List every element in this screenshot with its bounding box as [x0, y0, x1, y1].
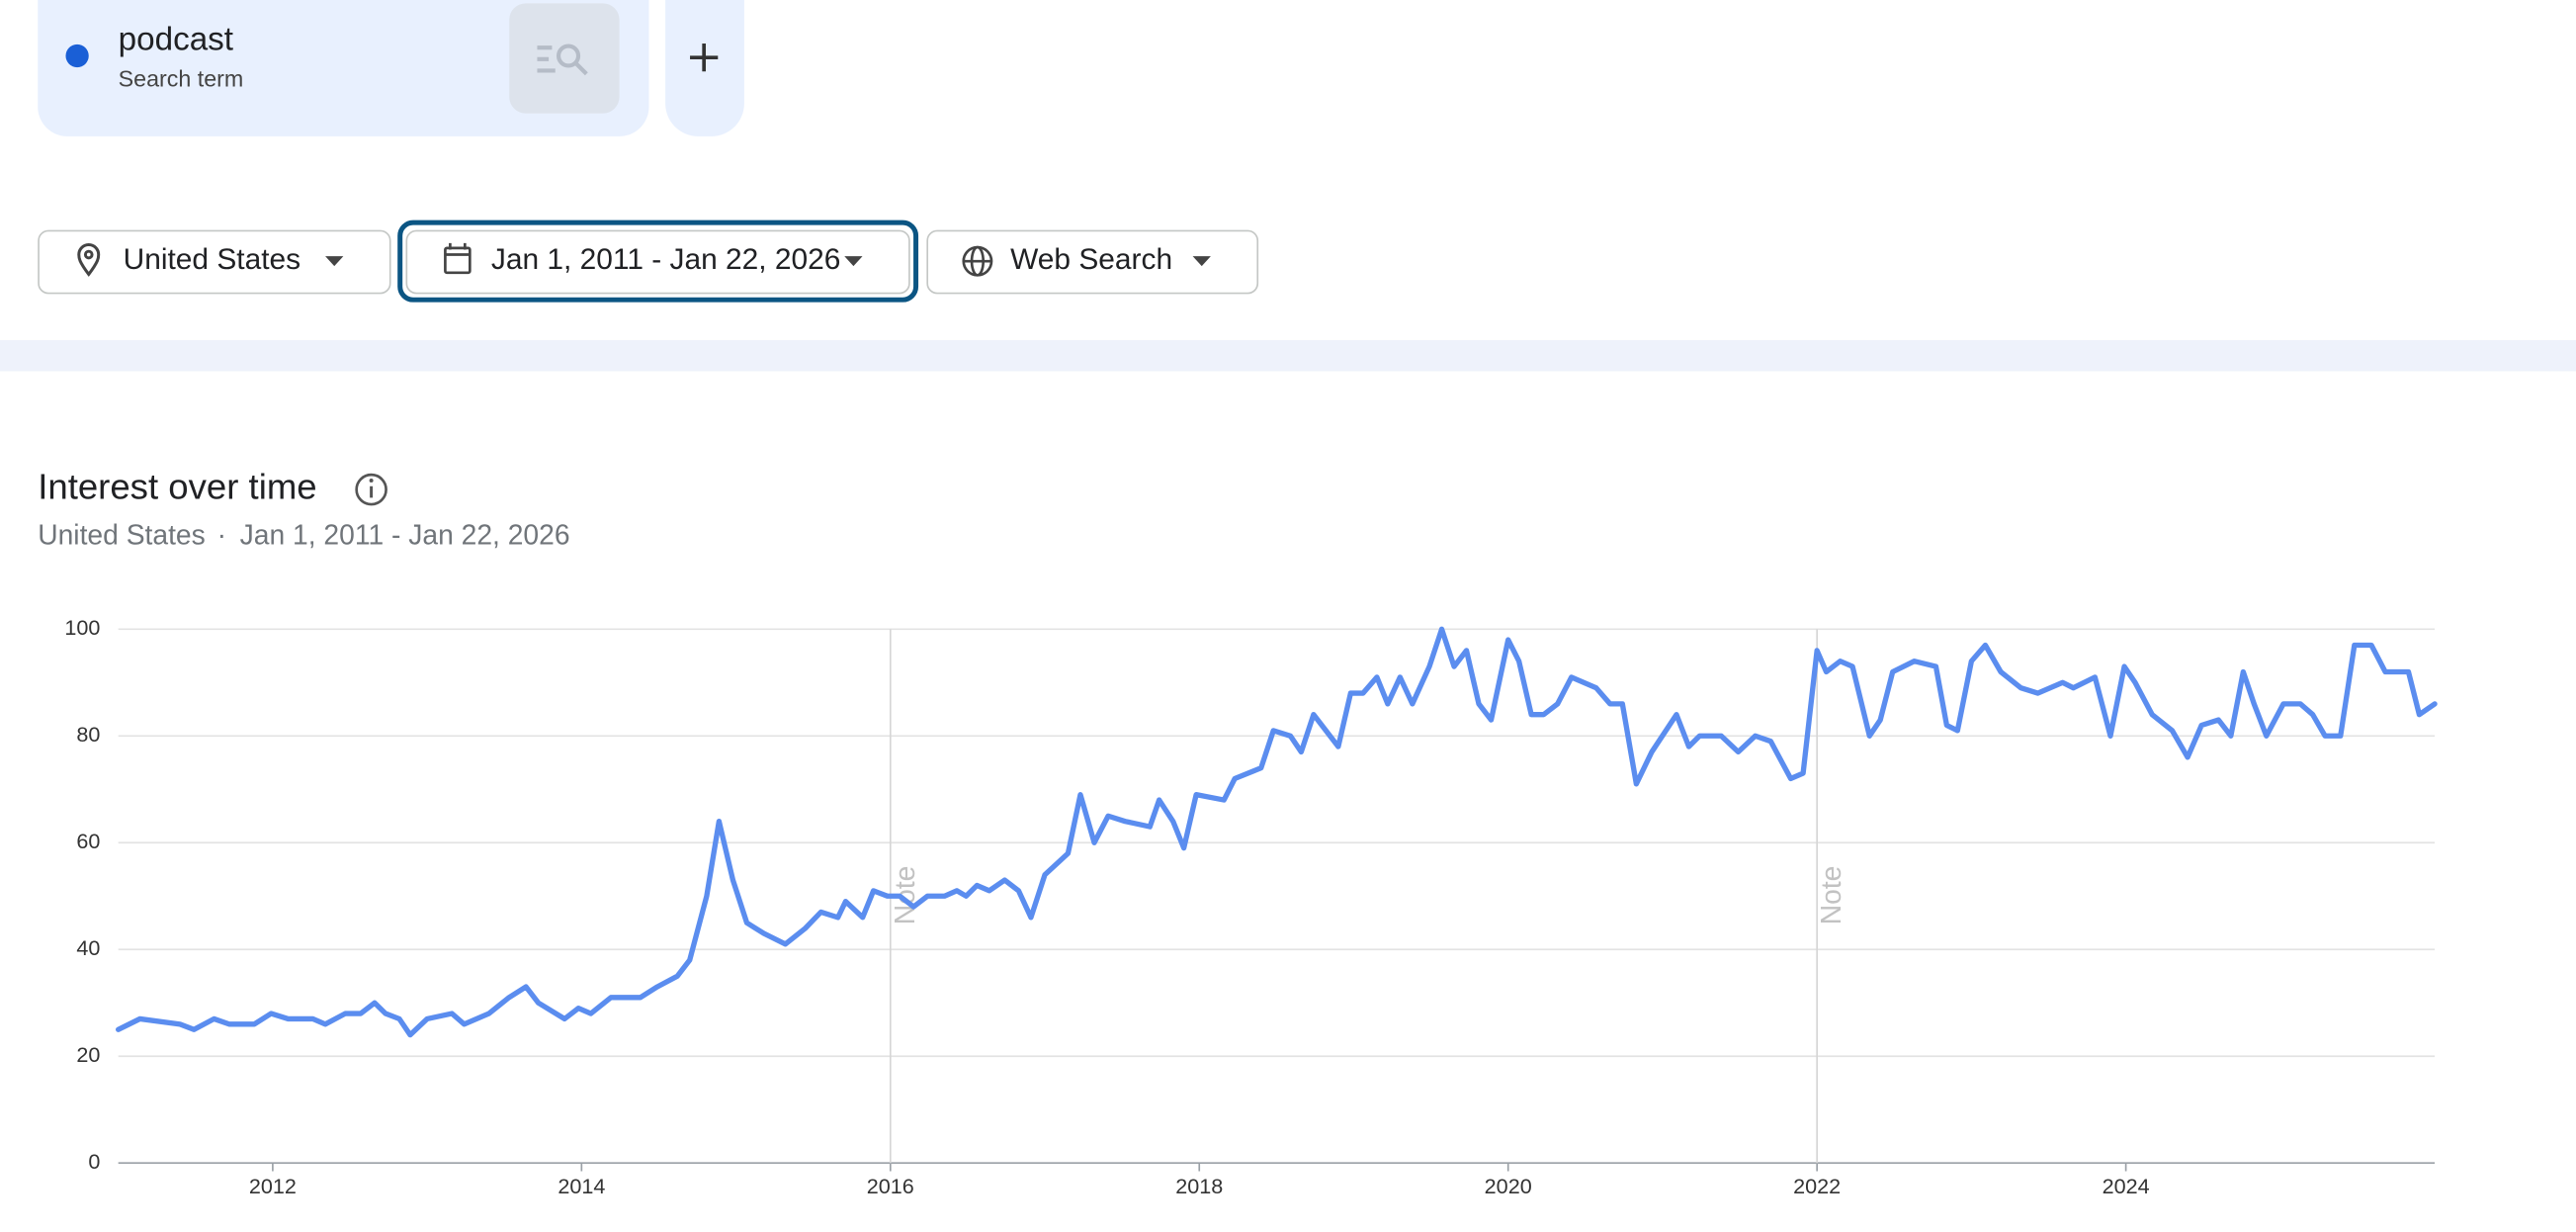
globe-icon: [962, 245, 993, 277]
property-label: Web Search: [1010, 243, 1172, 276]
chart: 0 20 40 60 80 100 2012 2014 2016 2018 2020 2022 2024…: [64, 615, 2438, 1198]
search-icon: [537, 44, 588, 76]
x-tick-label: 2014: [558, 1174, 605, 1198]
pin-icon: [77, 243, 101, 277]
x-tick-label: 2024: [2103, 1174, 2150, 1198]
property-filter[interactable]: [926, 229, 1259, 295]
search-icon-button[interactable]: [509, 3, 620, 114]
info-icon[interactable]: [355, 473, 387, 506]
y-tick-label: 40: [76, 935, 100, 960]
subtitle-separator: ·: [217, 519, 226, 551]
subtitle-location: United States: [38, 519, 206, 551]
dropdown-caret: [325, 256, 344, 267]
y-tick-label: 60: [76, 829, 100, 853]
y-tick-label: 0: [88, 1149, 100, 1174]
date-filter[interactable]: [405, 229, 910, 295]
divider-band: [0, 339, 2576, 372]
section-title: Interest over time: [38, 467, 316, 507]
x-tick-label: 2018: [1175, 1174, 1223, 1198]
y-tick-label: 20: [76, 1042, 100, 1067]
date-range-label: Jan 1, 2011 - Jan 22, 2026: [491, 243, 840, 276]
note-label: Note: [1815, 866, 1846, 925]
focus-ring: [397, 220, 919, 303]
x-tick-label: 2016: [867, 1174, 914, 1198]
term-card[interactable]: [38, 0, 649, 136]
dropdown-caret: [844, 256, 863, 267]
x-tick-label: 2012: [249, 1174, 297, 1198]
calendar-icon: [444, 242, 472, 275]
location-label: United States: [124, 243, 301, 276]
subtitle-range: Jan 1, 2011 - Jan 22, 2026: [240, 519, 570, 551]
term-kind: Search term: [119, 66, 244, 92]
x-tick-label: 2022: [1793, 1174, 1841, 1198]
term-dot: [65, 44, 89, 68]
trend-line: [116, 626, 2438, 1038]
x-tick-label: 2020: [1485, 1174, 1532, 1198]
term: podcast: [119, 21, 233, 57]
y-tick-label: 100: [64, 615, 100, 640]
dropdown-caret: [1192, 256, 1211, 267]
plus-icon: [690, 44, 719, 72]
y-tick-label: 80: [76, 722, 100, 747]
location-filter[interactable]: [38, 229, 391, 295]
